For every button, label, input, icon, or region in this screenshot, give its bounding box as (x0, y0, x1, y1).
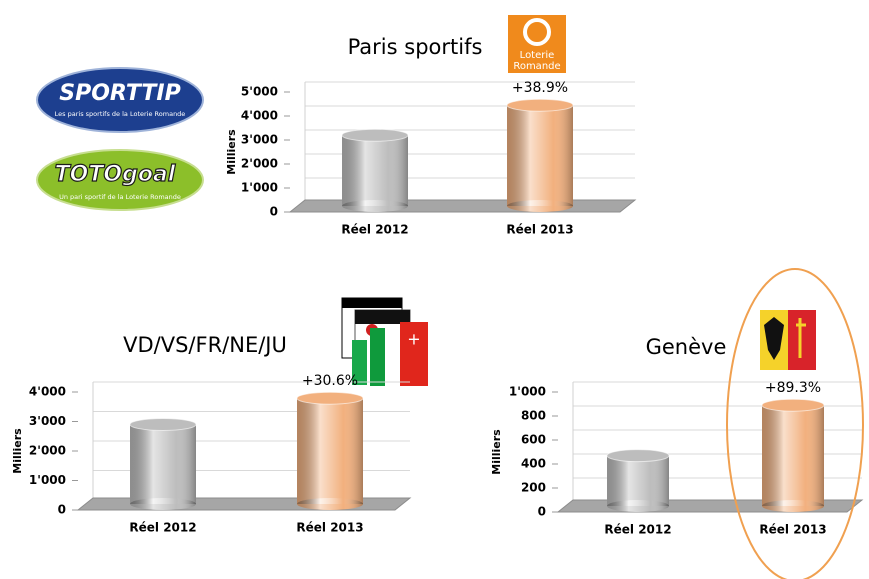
y-tick-label: 1'000 (509, 385, 546, 399)
y-tick-label: 3'000 (241, 133, 278, 147)
bar-base-shade (507, 200, 573, 212)
annotation: +89.3% (765, 380, 821, 396)
bar-top (129, 417, 197, 431)
regional-flags: + (341, 297, 428, 386)
x-tick-label: Réel 2012 (604, 523, 671, 537)
bar-shade (762, 405, 824, 506)
chart-title: VD/VS/FR/NE/JU (123, 333, 287, 357)
bar-shade (607, 455, 669, 506)
y-axis-label: Milliers (225, 129, 238, 175)
y-tick-label: 0 (270, 205, 278, 219)
y-tick-label: 0 (538, 505, 546, 519)
y-tick-label: 1'000 (241, 181, 278, 195)
chart-title: Genève (646, 335, 727, 359)
x-tick-label: Réel 2013 (506, 223, 573, 237)
totogoal-name: TOTOgoal (55, 162, 176, 187)
loterie-logo: Loterie Romande (508, 15, 566, 73)
bar-top (761, 398, 825, 412)
bar-base-shade (130, 498, 196, 510)
sporttip-tagline: Les paris sportifs de la Loterie Romande (55, 110, 186, 118)
bar-top (341, 128, 409, 142)
bar-base-shade (297, 498, 363, 510)
y-tick-label: 400 (521, 457, 546, 471)
highlight-ellipse (726, 268, 864, 579)
bar-base-shade (342, 200, 408, 212)
bar-base-shade (607, 500, 669, 512)
bar-base-shade (762, 500, 824, 512)
y-tick-label: 600 (521, 433, 546, 447)
y-tick-label: 2'000 (29, 444, 66, 458)
x-tick-label: Réel 2013 (296, 521, 363, 535)
bar-shade (342, 135, 408, 206)
x-tick-label: Réel 2013 (759, 523, 826, 537)
sporttip-logo: SPORTTIP Les paris sportifs de la Loteri… (36, 67, 204, 133)
bar-top (506, 98, 574, 112)
sporttip-name: SPORTTIP (59, 81, 180, 106)
x-tick-label: Réel 2012 (129, 521, 196, 535)
y-tick-label: 800 (521, 409, 546, 423)
annotation: +30.6% (302, 373, 358, 389)
bar-shade (507, 105, 573, 206)
loterie-line1: Loterie (520, 50, 555, 61)
loterie-line2: Romande (513, 61, 560, 72)
y-tick-label: 4'000 (241, 109, 278, 123)
y-tick-label: 4'000 (29, 385, 66, 399)
y-tick-label: 2'000 (241, 157, 278, 171)
y-tick-label: 200 (521, 481, 546, 495)
geneva-flag (760, 310, 816, 370)
y-axis-label: Milliers (11, 428, 24, 474)
y-tick-label: 5'000 (241, 85, 278, 99)
svg-text:+: + (407, 330, 420, 349)
bar-shade (130, 424, 196, 504)
y-tick-label: 3'000 (29, 414, 66, 428)
y-axis-label: Milliers (490, 429, 503, 475)
bar-top (296, 391, 364, 405)
y-tick-label: 1'000 (29, 473, 66, 487)
bar-shade (297, 398, 363, 504)
y-tick-label: 0 (58, 503, 66, 517)
annotation: +38.9% (512, 80, 568, 96)
chart-title: Paris sportifs (348, 35, 483, 59)
totogoal-tagline: Un pari sportif de la Loterie Romande (59, 193, 181, 201)
x-tick-label: Réel 2012 (341, 223, 408, 237)
totogoal-logo: TOTOgoal Un pari sportif de la Loterie R… (36, 149, 204, 211)
bar-top (606, 449, 670, 463)
floor (288, 199, 637, 213)
